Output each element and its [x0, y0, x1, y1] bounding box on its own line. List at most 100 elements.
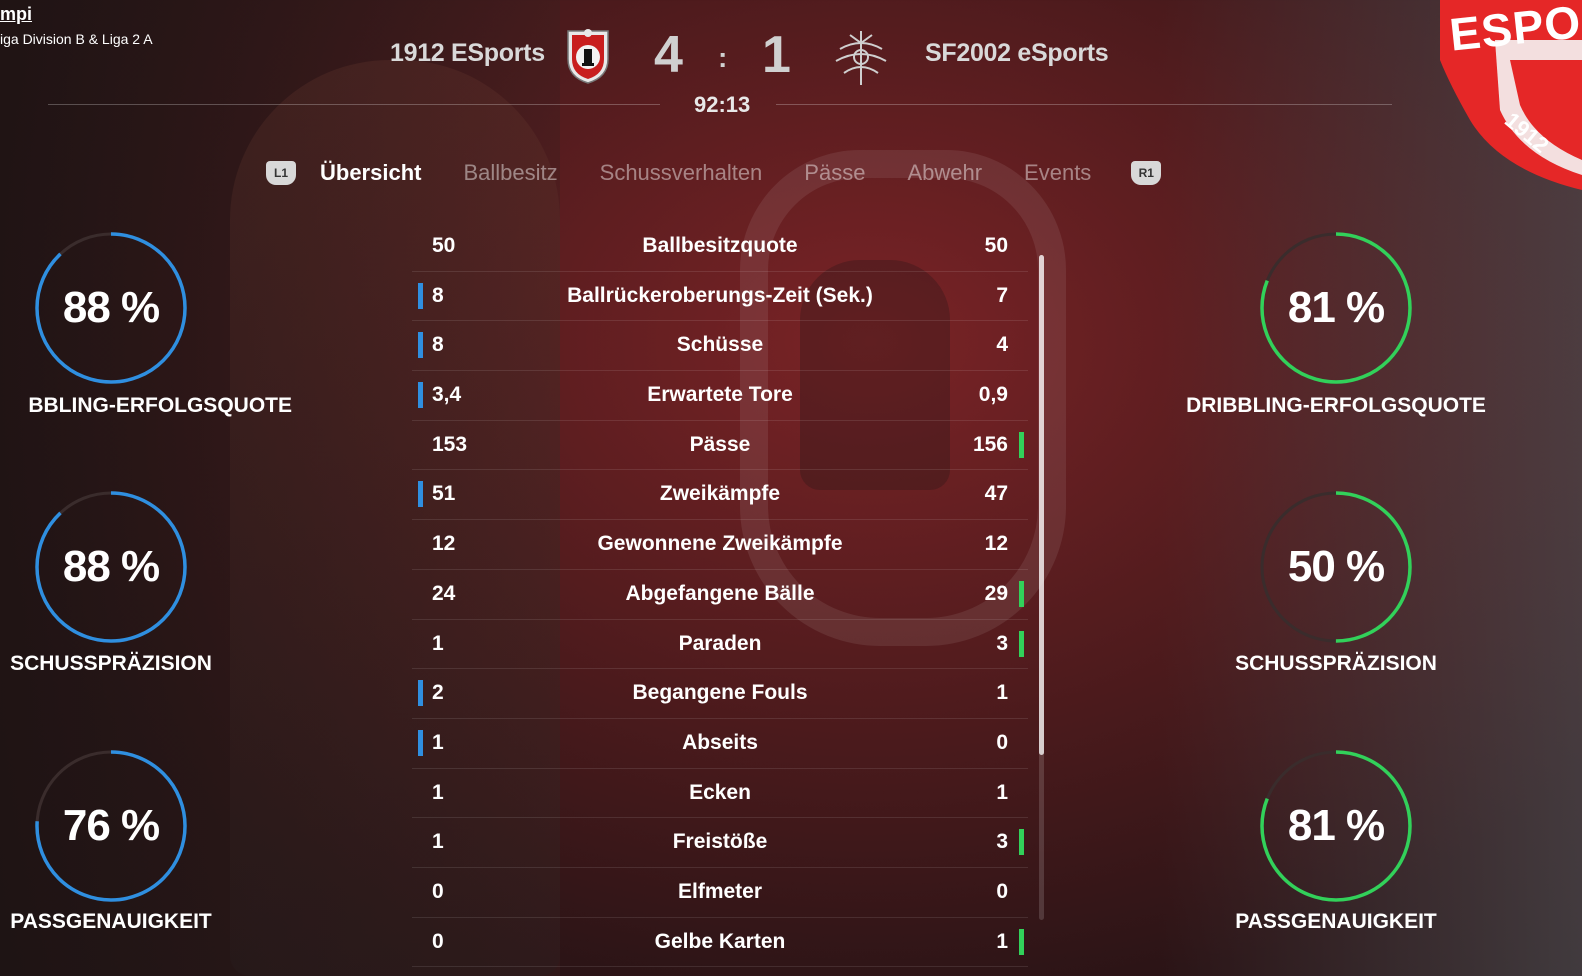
r1-button-icon[interactable]: R1 [1131, 161, 1162, 185]
stat-away-value: 29 [984, 581, 1008, 605]
home-ring-label: SCHUSSPRÄZISION [10, 652, 212, 675]
stat-home-value: 12 [432, 532, 456, 556]
stat-home-value: 1 [432, 780, 444, 804]
tab-ballbesitz[interactable]: Ballbesitz [463, 160, 558, 185]
away-ring-3: 81 % [1256, 746, 1416, 906]
stat-away-value: 3 [996, 830, 1008, 854]
home-lead-marker [418, 332, 423, 359]
stat-row: 8 Ballrückeroberungs-Zeit (Sek.) 7 [412, 272, 1028, 322]
tab-abwehr[interactable]: Abwehr [907, 160, 983, 185]
stat-away-value: 1 [996, 929, 1008, 953]
stat-row: 0 Elfmeter 0 [412, 868, 1028, 918]
home-ring-1: 88 % [31, 228, 191, 388]
home-ring-gauge [35, 491, 187, 643]
away-lead-marker [1019, 630, 1024, 657]
match-clock: 92:13 [694, 92, 751, 117]
away-ring-progress [1260, 232, 1412, 384]
stat-name: Ballbesitzquote [642, 234, 798, 257]
stat-away-value: 0 [996, 879, 1008, 903]
away-lead-marker [1019, 580, 1024, 607]
stat-home-value: 153 [432, 432, 468, 456]
stat-away-value: 50 [984, 234, 1008, 257]
stat-row: 3,4 Erwartete Tore 0,9 [412, 371, 1028, 421]
score-separator: : [718, 42, 728, 73]
stats-scrollbar-thumb[interactable] [1039, 255, 1044, 755]
away-lead-marker [1019, 928, 1024, 955]
stat-name: Gelbe Karten [654, 929, 786, 953]
home-ring-gauge [35, 750, 187, 902]
home-ring-value: 76 % [62, 801, 160, 850]
stat-row: 1 Abseits 0 [412, 719, 1028, 769]
tab-uebersicht[interactable]: Übersicht [320, 160, 422, 185]
stat-row: 1 Ecken 1 [412, 769, 1028, 819]
stat-row: 12 Gewonnene Zweikämpfe 12 [412, 520, 1028, 570]
stat-home-value: 0 [432, 879, 444, 903]
stat-name: Erwartete Tore [647, 383, 793, 407]
stat-home-value: 1 [432, 631, 444, 655]
home-lead-marker [418, 729, 423, 756]
stat-row: 8 Schüsse 4 [412, 321, 1028, 372]
home-lead-marker [418, 680, 423, 707]
home-ring-label: BBLING-ERFOLGSQUOTE [28, 394, 292, 417]
away-ring-gauge [1260, 491, 1412, 643]
stat-home-value: 1 [432, 830, 444, 854]
home-ring-value: 88 % [62, 283, 160, 332]
stat-home-value: 50 [432, 234, 456, 257]
stat-home-value: 2 [432, 681, 444, 705]
tab-events[interactable]: Events [1024, 160, 1092, 185]
stat-row: 1 Freistöße 3 [412, 818, 1028, 868]
stat-row: 50 Ballbesitzquote 50 [412, 222, 1028, 272]
away-ring-gauge [1260, 750, 1412, 902]
stat-row: 153 Pässe 156 [412, 421, 1028, 471]
stat-home-value: 8 [432, 333, 444, 357]
home-ring-progress [35, 491, 187, 643]
stat-home-value: 24 [432, 581, 456, 605]
stats-tab-bar: L1 Übersicht Ballbesitz Schussverhalten … [266, 160, 1162, 186]
away-team-name: SF2002 eSports [925, 39, 1109, 67]
home-ring-label: PASSGENAUIGKEIT [10, 910, 212, 933]
stat-name: Paraden [678, 631, 762, 655]
user-name[interactable]: mpi [0, 4, 33, 24]
home-lead-marker [418, 481, 423, 508]
stat-away-value: 1 [996, 681, 1008, 705]
stat-away-value: 3 [996, 631, 1008, 655]
corner-club-logo [1440, 0, 1582, 195]
home-ring-progress [35, 232, 187, 384]
home-lead-marker [418, 382, 423, 409]
stat-name: Abseits [682, 730, 758, 754]
away-ring-label: SCHUSSPRÄZISION [1235, 652, 1437, 675]
away-lead-marker [1019, 829, 1024, 856]
stat-name: Freistöße [672, 830, 768, 854]
away-crest-icon [835, 31, 887, 85]
stat-name: Ballrückeroberungs-Zeit (Sek.) [567, 283, 873, 307]
home-ring-2: 88 % [31, 487, 191, 647]
stats-scrollbar[interactable] [1039, 255, 1044, 920]
stat-row: 51 Zweikämpfe 47 [412, 470, 1028, 521]
away-ring-progress [1260, 750, 1412, 902]
stat-name: Ecken [689, 780, 751, 804]
away-ring-label: PASSGENAUIGKEIT [1235, 910, 1437, 933]
stat-home-value: 3,4 [432, 383, 462, 407]
stat-away-value: 156 [972, 432, 1008, 456]
home-ring-progress [35, 750, 187, 902]
stats-table: 50 Ballbesitzquote 50 8 Ballrückeroberungs-Z… [412, 222, 1028, 968]
stat-away-value: 1 [996, 780, 1008, 804]
away-ring-2: 50 % [1256, 487, 1416, 647]
stat-home-value: 0 [432, 929, 444, 953]
stat-away-value: 0,9 [978, 383, 1008, 407]
home-lead-marker [418, 282, 423, 309]
tab-schussverhalten[interactable]: Schussverhalten [599, 160, 763, 185]
home-ring-gauge [35, 232, 187, 384]
away-ring-progress [1260, 491, 1412, 643]
stat-away-value: 12 [984, 532, 1008, 556]
stat-away-value: 0 [996, 730, 1008, 754]
stat-name: Zweikämpfe [659, 482, 781, 506]
stat-home-value: 51 [432, 482, 456, 506]
header-divider-left [48, 104, 660, 105]
tab-paesse[interactable]: Pässe [804, 160, 866, 185]
l1-button-icon[interactable]: L1 [266, 161, 296, 185]
stat-row: 24 Abgefangene Bälle 29 [412, 570, 1028, 620]
league-name: iga Division B & Liga 2 A [0, 31, 153, 47]
corner-shield-icon [1440, 0, 1582, 190]
stat-row: 1 Paraden 3 [412, 620, 1028, 670]
